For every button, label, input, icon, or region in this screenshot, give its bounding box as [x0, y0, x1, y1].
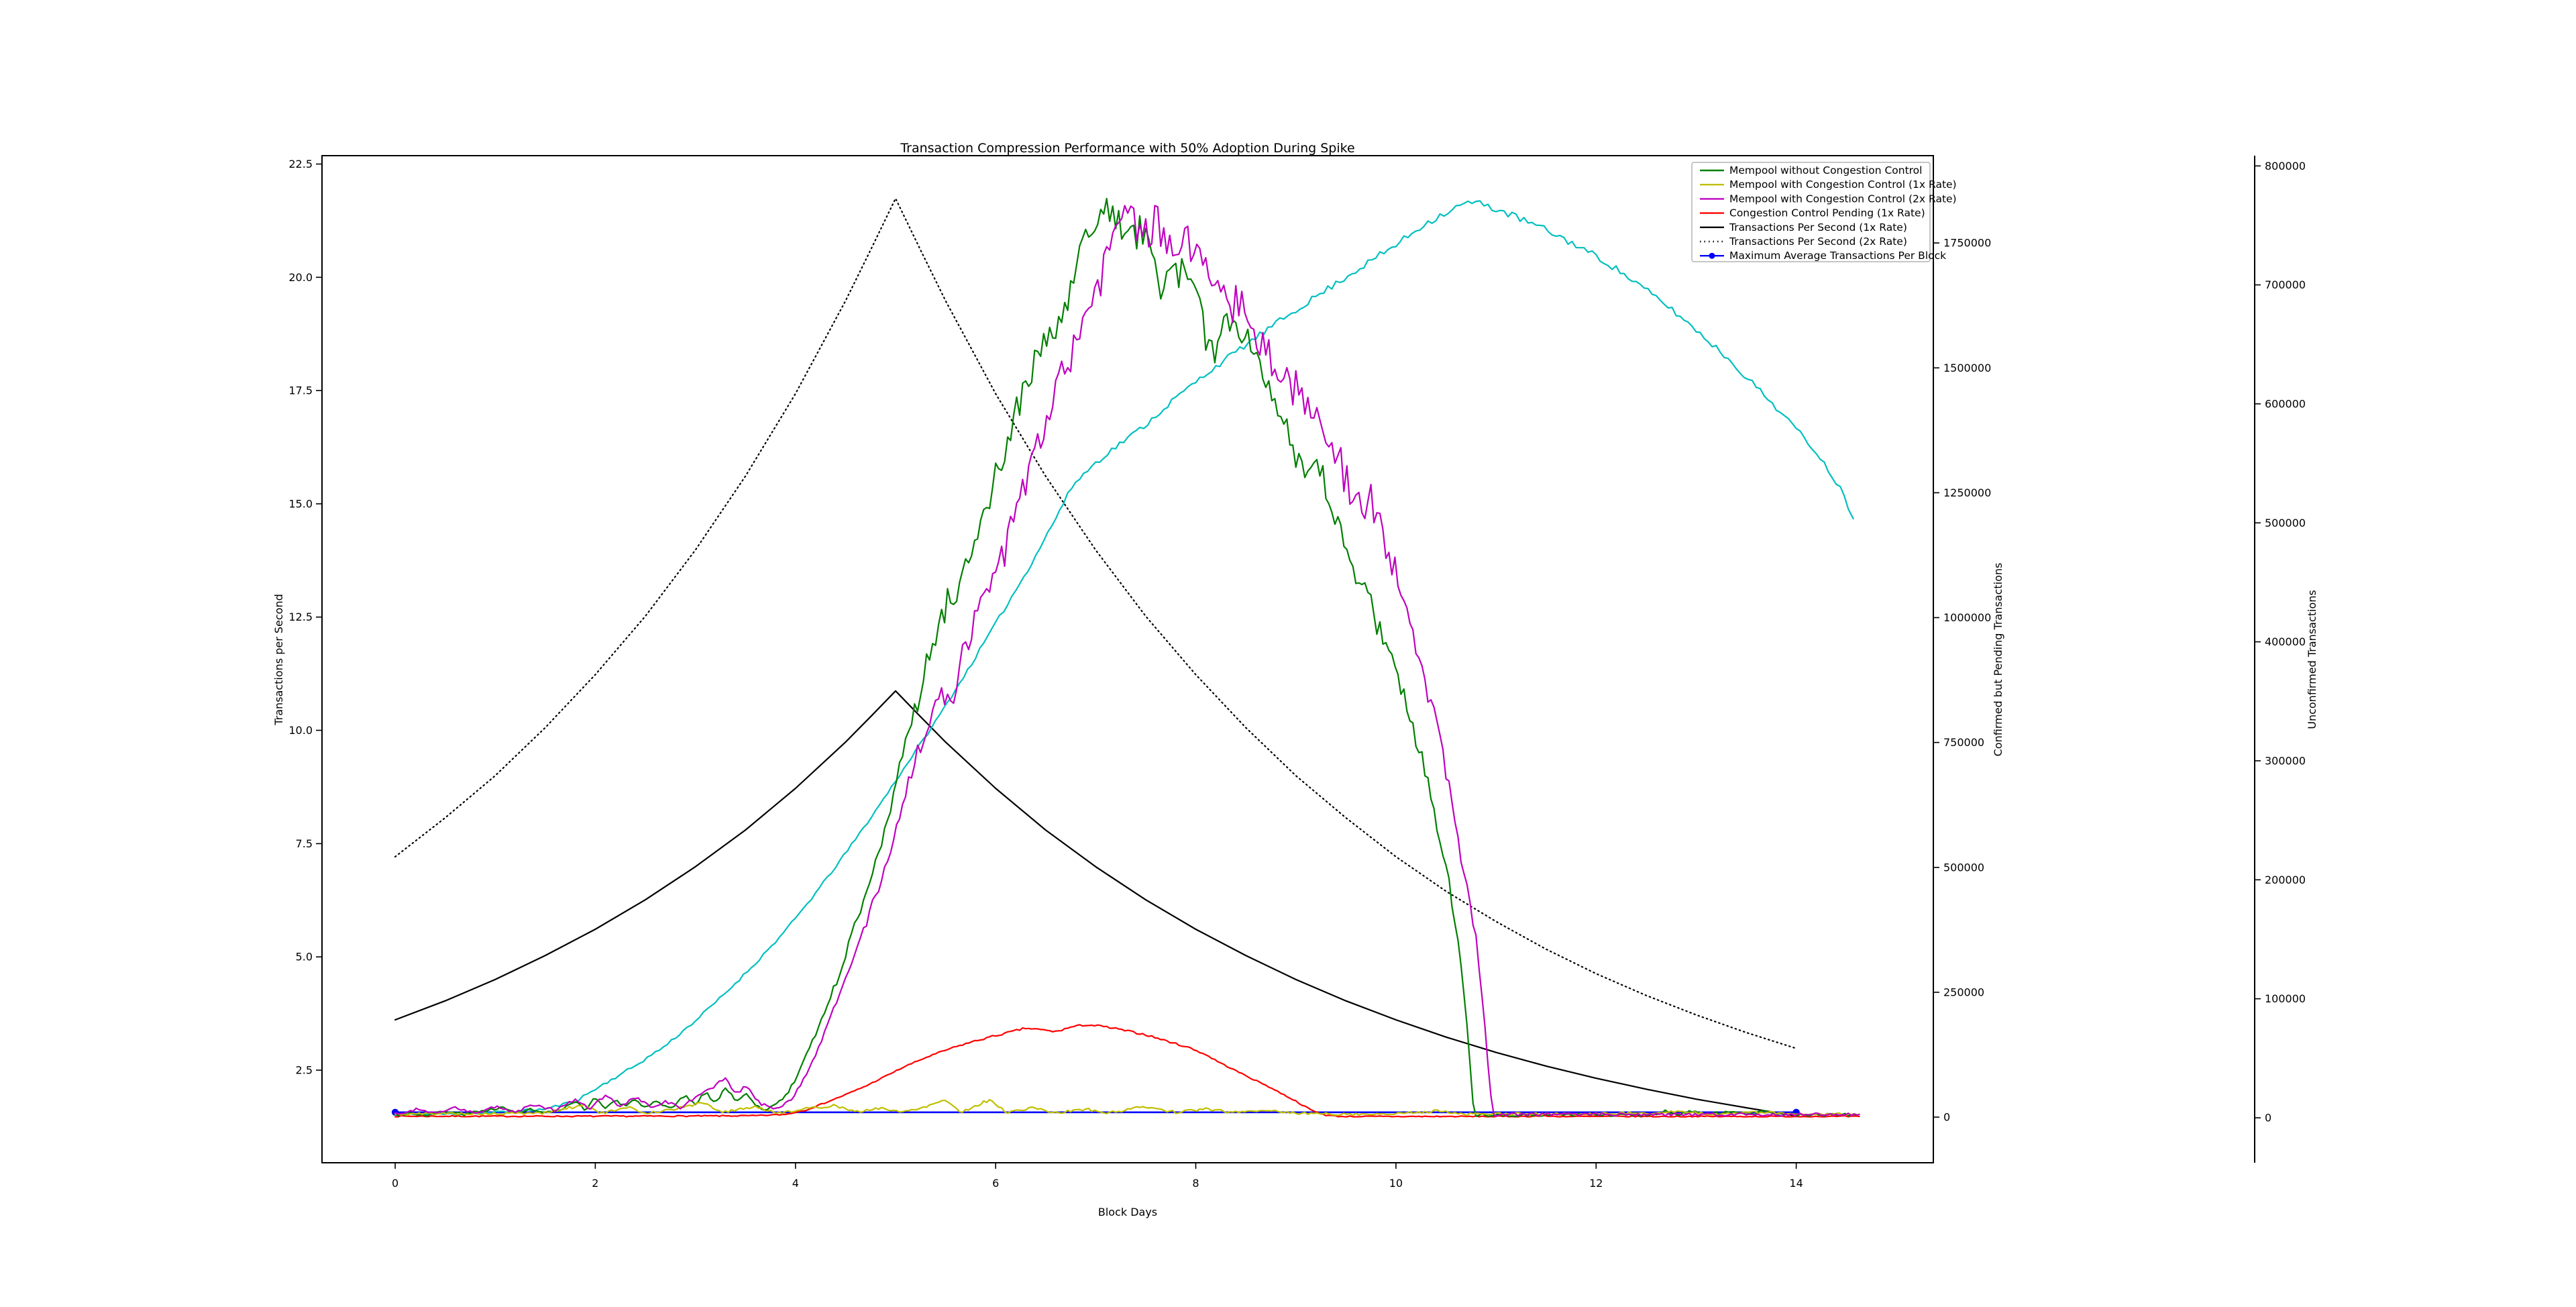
y-tick-label-pending: 750000	[1943, 736, 1984, 749]
legend-sample-marker-max_avg_tpb	[1709, 252, 1715, 259]
y-tick-label-unconfirmed: 600000	[2265, 397, 2306, 410]
x-tick-label: 10	[1389, 1177, 1403, 1190]
x-tick-label: 4	[792, 1177, 799, 1190]
series-tps_1x-line	[394, 690, 1797, 1117]
legend-label-cc_pending_1x: Congestion Control Pending (1x Rate)	[1729, 207, 1925, 219]
series-mempool_cc_1x-line	[394, 1098, 1860, 1116]
legend-label-tps_2x: Transactions Per Second (2x Rate)	[1729, 236, 1907, 248]
legend-item-tps_2x: Transactions Per Second (2x Rate)	[1700, 236, 1907, 248]
y-tick-label-tps: 15.0	[288, 497, 313, 510]
legend-item-mempool_cc_1x: Mempool with Congestion Control (1x Rate…	[1700, 178, 1957, 191]
legend-label-mempool_cc_2x: Mempool with Congestion Control (2x Rate…	[1729, 193, 1957, 205]
y-tick-label-unconfirmed: 700000	[2265, 278, 2306, 291]
y-tick-label-pending: 500000	[1943, 861, 1984, 874]
series-layer	[391, 197, 1860, 1118]
x-tick-label: 14	[1789, 1177, 1803, 1190]
y-tick-label-tps: 17.5	[288, 384, 313, 397]
legend-label-tps_1x: Transactions Per Second (1x Rate)	[1729, 221, 1907, 233]
series-confirmed_pending_total-line	[394, 200, 1854, 1117]
y-tick-label-pending: 1000000	[1943, 611, 1991, 624]
y-tick-label-unconfirmed: 200000	[2265, 874, 2306, 886]
y-tick-label-tps: 20.0	[288, 271, 313, 284]
y-tick-label-unconfirmed: 500000	[2265, 517, 2306, 529]
y-tick-label-tps: 5.0	[296, 951, 313, 963]
series-mempool_cc_2x-line	[394, 205, 1860, 1117]
legend-item-max_avg_tpb: Maximum Average Transactions Per Block	[1700, 250, 1946, 262]
legend-label-mempool_cc_1x: Mempool with Congestion Control (1x Rate…	[1729, 178, 1957, 191]
legend-item-cc_pending_1x: Congestion Control Pending (1x Rate)	[1700, 207, 1925, 219]
y-tick-label-unconfirmed: 100000	[2265, 992, 2306, 1005]
y-axis-label-unconfirmed: Unconfirmed Transactions	[2306, 590, 2318, 729]
axes-layer: 0 2 4 6 8 10 12 14 2.5 5.0 7.5 10.0 12.5 15.0 17.5 20.0…	[288, 155, 2306, 1190]
legend-item-tps_1x: Transactions Per Second (1x Rate)	[1700, 221, 1907, 233]
y-tick-label-pending: 1250000	[1943, 486, 1991, 499]
y-tick-label-pending: 1500000	[1943, 362, 1991, 374]
y-tick-label-tps: 12.5	[288, 611, 313, 623]
y-tick-label-pending: 1750000	[1943, 237, 1991, 250]
plot-border	[321, 155, 1934, 1163]
y-axis-label-pending: Confirmed but Pending Transactions	[1992, 563, 2004, 757]
legend-box	[1691, 162, 1931, 262]
legend-label-max_avg_tpb: Maximum Average Transactions Per Block	[1729, 250, 1946, 262]
x-axis-label: Block Days	[1098, 1206, 1157, 1218]
y-tick-label-unconfirmed: 400000	[2265, 635, 2306, 648]
legend: Mempool without Congestion Control Mempoo…	[1691, 162, 1957, 262]
y-tick-label-tps: 7.5	[296, 837, 313, 850]
y-tick-label-tps: 10.0	[288, 724, 313, 737]
y-axis-label-tps: Transactions per Second	[272, 594, 285, 726]
x-tick-label: 0	[392, 1177, 398, 1190]
legend-item-mempool_no_cc: Mempool without Congestion Control	[1700, 164, 1922, 176]
x-tick-label: 12	[1589, 1177, 1603, 1190]
x-tick-label: 6	[992, 1177, 999, 1190]
series-tps_2x-line	[394, 197, 1797, 1049]
y-tick-label-pending: 250000	[1943, 986, 1984, 998]
x-tick-label: 8	[1192, 1177, 1199, 1190]
y-tick-label-pending: 0	[1943, 1111, 1950, 1124]
x-tick-label: 2	[592, 1177, 598, 1190]
y-tick-label-tps: 22.5	[288, 158, 313, 170]
y-tick-label-unconfirmed: 800000	[2265, 160, 2306, 172]
legend-label-mempool_no_cc: Mempool without Congestion Control	[1729, 164, 1922, 176]
legend-item-mempool_cc_2x: Mempool with Congestion Control (2x Rate…	[1700, 193, 1957, 205]
chart-title: Transaction Compression Performance with…	[900, 141, 1354, 156]
y-tick-label-tps: 2.5	[296, 1064, 313, 1077]
y-tick-label-unconfirmed: 300000	[2265, 754, 2306, 767]
y-tick-label-unconfirmed: 0	[2265, 1112, 2271, 1125]
